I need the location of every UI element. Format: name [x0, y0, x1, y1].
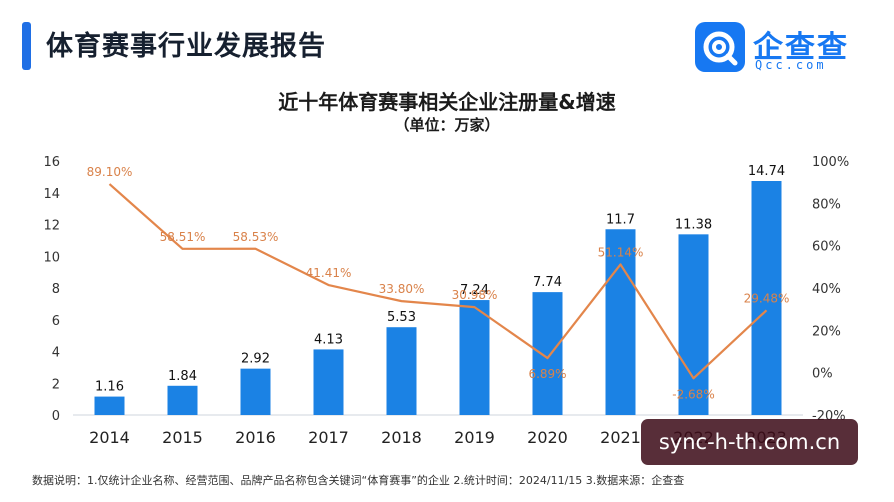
growth-rate-label: 89.10% [87, 165, 133, 179]
y-right-tick-label: 100% [812, 155, 849, 170]
y-left-tick-label: 6 [52, 314, 60, 329]
y-right-tick-label: 60% [812, 240, 841, 255]
bar-value-label: 1.84 [168, 369, 197, 384]
bar [386, 327, 417, 415]
bar-value-label: 5.53 [387, 310, 416, 325]
x-tick-label: 2015 [162, 428, 203, 447]
growth-rate-label: 6.89% [528, 367, 566, 381]
growth-rate-label: 33.80% [379, 282, 425, 296]
bar-value-label: 11.38 [675, 217, 712, 232]
y-right-tick-label: 80% [812, 197, 841, 212]
x-tick-label: 2021 [600, 428, 641, 447]
bar [313, 349, 344, 415]
logo-domain: Qcc.com [755, 58, 827, 72]
y-right-tick-label: 0% [812, 367, 833, 382]
bar [605, 229, 636, 415]
growth-rate-label: 51.14% [598, 245, 644, 259]
y-left-tick-label: 14 [43, 187, 60, 202]
bar-value-label: 11.7 [606, 212, 635, 227]
growth-rate-label: 58.53% [233, 230, 279, 244]
y-left-tick-label: 16 [43, 155, 60, 170]
qcc-logo-icon [695, 22, 745, 72]
watermark-overlay: sync-h-th.com.cn [641, 419, 858, 465]
y-left-tick-label: 2 [52, 377, 60, 392]
growth-rate-label: -2.68% [672, 387, 714, 401]
bar [532, 292, 563, 415]
bar [459, 300, 490, 415]
bar [240, 368, 271, 415]
y-right-tick-label: 20% [812, 324, 841, 339]
y-left-tick-label: 0 [52, 409, 60, 424]
growth-line [108, 183, 768, 380]
x-tick-label: 2017 [308, 428, 349, 447]
bar-value-label: 7.74 [533, 275, 562, 290]
bar [751, 181, 782, 415]
bar-value-label: 14.74 [748, 164, 785, 179]
x-tick-label: 2016 [235, 428, 276, 447]
bar [167, 385, 198, 415]
bar-value-label: 2.92 [241, 352, 270, 367]
growth-rate-label: 41.41% [306, 266, 352, 280]
report-title: 体育赛事行业发展报告 [46, 31, 326, 62]
y-left-tick-label: 8 [52, 282, 60, 297]
x-tick-label: 2018 [381, 428, 422, 447]
title-accent-bar [22, 22, 31, 70]
y-left-tick-label: 10 [43, 250, 60, 265]
bar [94, 396, 125, 415]
growth-rate-label: 58.51% [160, 230, 206, 244]
chart-subtitle: （单位：万家） [394, 116, 500, 134]
growth-rate-label: 30.98% [452, 288, 498, 302]
x-tick-label: 2020 [527, 428, 568, 447]
y-left-tick-label: 4 [52, 346, 60, 361]
bar-value-label: 1.16 [95, 380, 124, 395]
x-tick-label: 2014 [89, 428, 130, 447]
y-right-tick-label: 40% [812, 282, 841, 297]
growth-rate-label: 29.48% [744, 291, 790, 305]
logo-name: 企查查 [753, 30, 849, 65]
qcc-logo: 企查查 Qcc.com [695, 22, 865, 74]
y-left-tick-label: 12 [43, 219, 60, 234]
x-tick-label: 2019 [454, 428, 495, 447]
chart-title: 近十年体育赛事相关企业注册量&增速 [278, 90, 616, 114]
bar-value-label: 7.24 [460, 283, 489, 298]
bar-value-label: 4.13 [314, 332, 343, 347]
bar [678, 234, 709, 415]
footnote: 数据说明：1.仅统计企业名称、经营范围、品牌产品名称包含关键词“体育赛事”的企业… [32, 474, 685, 487]
